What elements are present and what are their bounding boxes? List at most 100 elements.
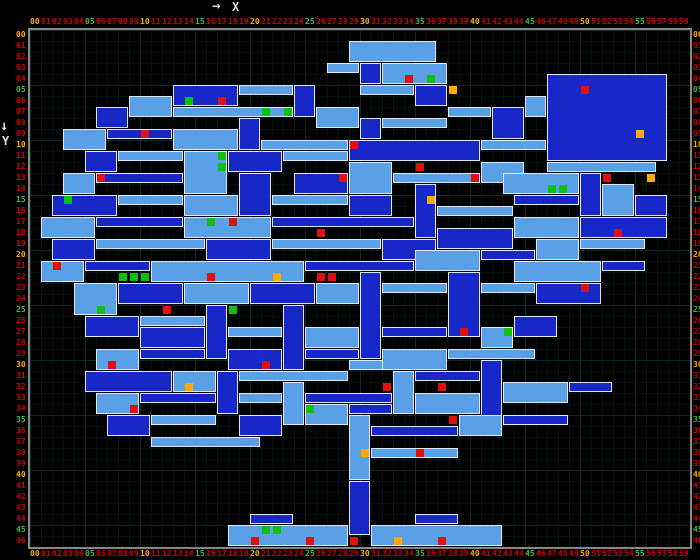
axis-tick-12: 12 [162,550,172,558]
axis-tick-30: 30 [360,18,370,26]
axis-tick-8: 08 [118,550,128,558]
axis-tick-12: 12 [16,163,26,171]
map-room [74,283,117,315]
axis-tick-42: 42 [693,493,700,501]
axis-tick-52: 52 [602,550,612,558]
axis-tick-39: 39 [459,18,469,26]
axis-tick-20: 20 [16,251,26,259]
map-room [305,261,414,271]
axis-tick-10: 10 [140,550,150,558]
map-room [206,239,271,260]
axis-tick-46: 46 [536,18,546,26]
axis-tick-19: 19 [239,550,249,558]
map-room [316,283,359,304]
axis-tick-27: 27 [327,18,337,26]
map-room [272,239,381,249]
axis-tick-27: 27 [693,328,700,336]
axis-tick-27: 27 [327,550,337,558]
axis-tick-33: 33 [693,394,700,402]
map-room [283,151,348,161]
axis-tick-37: 37 [437,18,447,26]
axis-tick-45: 45 [693,526,700,534]
map-room [140,349,205,359]
axis-tick-23: 23 [16,284,26,292]
axis-tick-51: 51 [591,550,601,558]
axis-tick-6: 06 [693,97,700,105]
map-room [349,140,480,161]
map-marker-green [141,273,149,281]
axis-tick-1: 01 [16,42,26,50]
axis-tick-36: 36 [426,18,436,26]
axis-tick-21: 21 [16,262,26,270]
map-marker-red [207,273,215,281]
axis-tick-42: 42 [492,550,502,558]
axis-tick-29: 29 [349,550,359,558]
map-marker-green [207,218,215,226]
axis-tick-32: 32 [693,383,700,391]
axis-tick-41: 41 [693,482,700,490]
map-room [184,283,249,304]
axis-tick-1: 01 [41,18,51,26]
axis-tick-24: 24 [693,295,700,303]
map-room [371,426,458,436]
axis-tick-10: 10 [140,18,150,26]
axis-tick-18: 18 [693,229,700,237]
axis-tick-16: 16 [206,550,216,558]
map-marker-red [97,174,105,182]
map-marker-orange [449,86,457,94]
axis-tick-20: 20 [250,550,260,558]
map-room [580,173,601,216]
map-marker-green [262,526,270,534]
map-room [151,261,304,282]
axis-tick-30: 30 [693,361,700,369]
axis-tick-15: 15 [693,196,700,204]
axis-tick-0: 00 [693,31,700,39]
axis-tick-0: 00 [16,31,26,39]
map-room [96,239,205,249]
axis-tick-14: 14 [184,550,194,558]
axis-tick-45: 45 [16,526,26,534]
map-room [118,151,183,161]
axis-tick-40: 40 [470,18,480,26]
map-marker-green [119,273,127,281]
map-room [382,349,447,370]
axis-tick-39: 39 [693,460,700,468]
axis-tick-52: 52 [602,18,612,26]
axis-tick-26: 26 [316,18,326,26]
map-room [547,162,656,172]
map-room [569,382,612,392]
axis-tick-47: 47 [547,550,557,558]
axis-tick-26: 26 [693,317,700,325]
map-room [173,85,238,106]
axis-tick-12: 12 [162,18,172,26]
axis-tick-15: 15 [195,550,205,558]
map-room [239,415,282,436]
map-room [481,250,535,260]
axis-tick-35: 35 [415,18,425,26]
map-marker-green [284,108,292,116]
axis-tick-23: 23 [283,550,293,558]
map-room [382,118,447,128]
axis-tick-38: 38 [448,18,458,26]
map-room [327,63,359,73]
axis-tick-59: 59 [679,550,689,558]
axis-tick-41: 41 [481,550,491,558]
axis-tick-57: 57 [657,550,667,558]
map-room [41,261,84,282]
map-marker-red [416,449,424,457]
axis-tick-10: 10 [16,141,26,149]
axis-tick-11: 11 [151,550,161,558]
axis-tick-11: 11 [693,152,700,160]
map-room [239,393,282,403]
map-room [316,107,359,128]
axis-tick-25: 25 [16,306,26,314]
map-marker-red [581,284,589,292]
axis-tick-7: 07 [107,18,117,26]
axis-tick-43: 43 [693,504,700,512]
axis-tick-13: 13 [693,174,700,182]
map-marker-red [317,229,325,237]
map-room [85,316,139,337]
map-room [349,481,370,535]
axis-tick-14: 14 [16,185,26,193]
axis-tick-5: 05 [85,18,95,26]
